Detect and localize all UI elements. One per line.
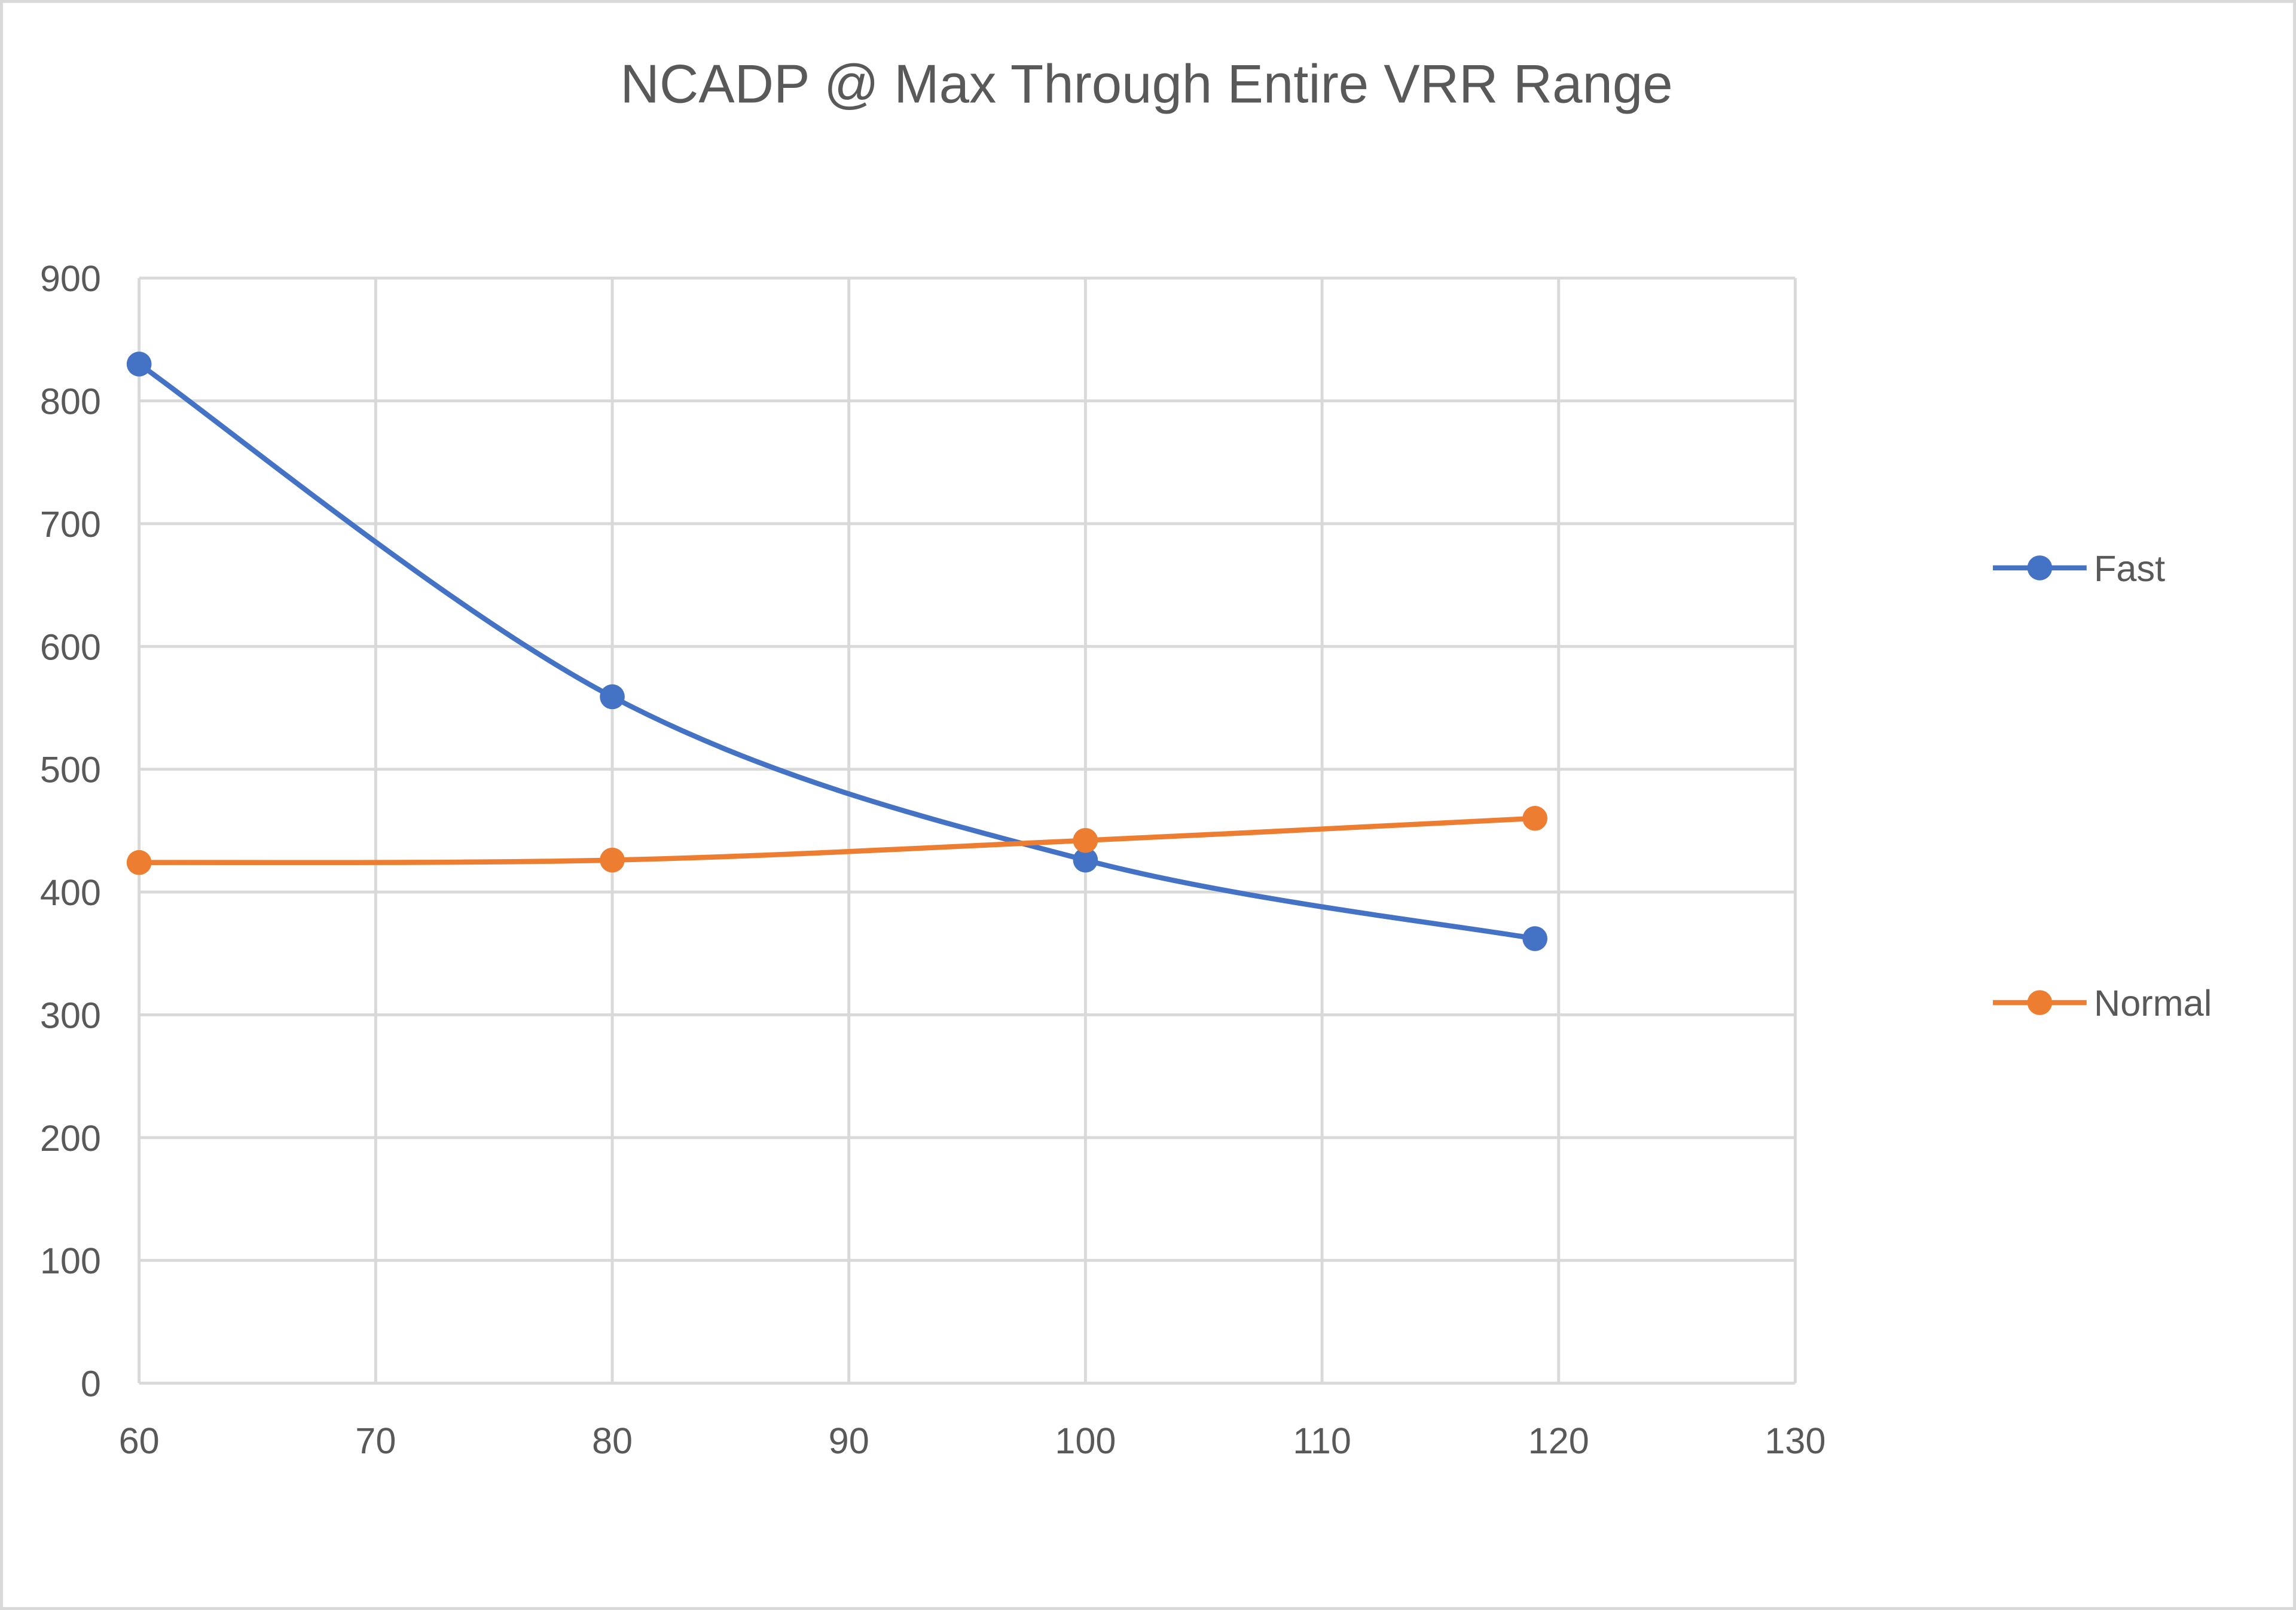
x-tick-label: 70 (355, 1420, 396, 1461)
y-tick-label: 800 (40, 381, 101, 422)
gridlines (138, 276, 1797, 1385)
series-line-fast (138, 362, 1535, 942)
x-tick-label: 130 (1764, 1420, 1825, 1461)
legend: Fast Normal (1993, 548, 2212, 1024)
legend-marker-normal (2027, 990, 2053, 1015)
y-tick-label: 100 (40, 1241, 101, 1281)
legend-label-normal: Normal (2094, 983, 2212, 1024)
legend-marker-fast (2027, 555, 2053, 581)
x-tick-label: 80 (592, 1420, 633, 1461)
legend-label-fast: Fast (2094, 548, 2165, 589)
data-point-fast (1522, 926, 1548, 951)
tick-labels: 0 100 200 300 400 500 600 700 800 900 60 70 80 90 100 1… (40, 258, 1826, 1461)
y-tick-label: 900 (40, 258, 101, 299)
y-tick-label: 500 (40, 750, 101, 790)
data-point-normal (126, 850, 152, 875)
data-point-normal (600, 847, 625, 873)
data-point-normal (1073, 827, 1098, 853)
y-tick-label: 200 (40, 1118, 101, 1159)
y-tick-label: 600 (40, 627, 101, 667)
data-point-normal (1522, 805, 1548, 831)
data-point-fast (1073, 847, 1098, 873)
series-line-normal (139, 815, 1535, 866)
data-point-fast (126, 352, 152, 377)
x-tick-label: 100 (1055, 1420, 1116, 1461)
data-point-fast (600, 684, 625, 710)
y-tick-label: 700 (40, 504, 101, 545)
x-tick-label: 110 (1293, 1420, 1351, 1461)
series-group (126, 352, 1548, 951)
x-tick-label: 120 (1528, 1420, 1589, 1461)
x-tick-label: 90 (829, 1420, 869, 1461)
y-tick-label: 0 (81, 1364, 101, 1404)
y-tick-label: 300 (40, 995, 101, 1035)
y-tick-label: 400 (40, 872, 101, 913)
chart-title: NCADP @ Max Through Entire VRR Range (620, 54, 1672, 114)
x-tick-label: 60 (119, 1420, 160, 1461)
